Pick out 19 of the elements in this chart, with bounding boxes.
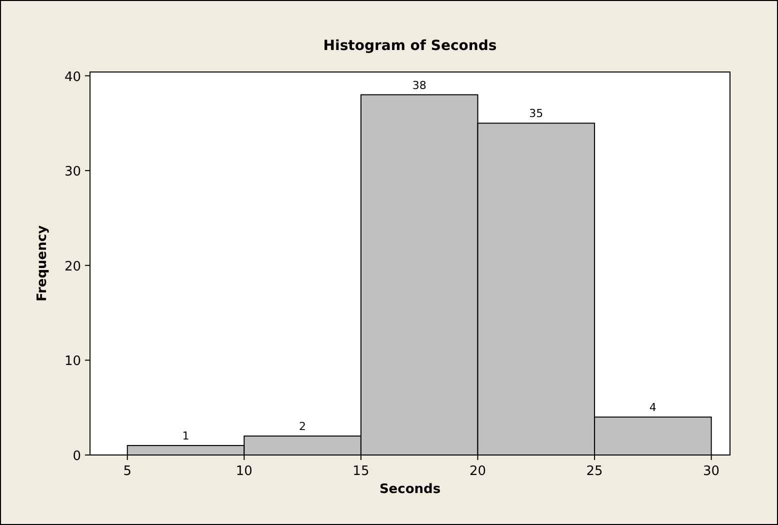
x-tick-label: 20: [469, 464, 486, 479]
x-tick-label: 5: [123, 464, 132, 479]
y-tick-label: 10: [64, 354, 81, 370]
y-tick-label: 0: [72, 449, 81, 464]
chart-title: Histogram of Seconds: [323, 38, 497, 54]
x-tick-label: 30: [703, 464, 720, 479]
data-label: 38: [412, 78, 426, 92]
x-tick-label: 15: [352, 464, 370, 479]
x-tick-label: 10: [236, 464, 252, 479]
y-tick-label: 40: [64, 70, 81, 85]
x-axis-title: Seconds: [379, 482, 441, 497]
x-tick-label: 25: [586, 464, 603, 479]
y-tick-label: 30: [64, 164, 81, 180]
data-label: 4: [649, 401, 656, 414]
y-tick-label: 20: [64, 259, 81, 274]
data-label: 35: [529, 107, 544, 120]
y-axis-title: Frequency: [35, 224, 50, 302]
data-label: 1: [182, 430, 190, 443]
data-label: 2: [299, 420, 306, 434]
